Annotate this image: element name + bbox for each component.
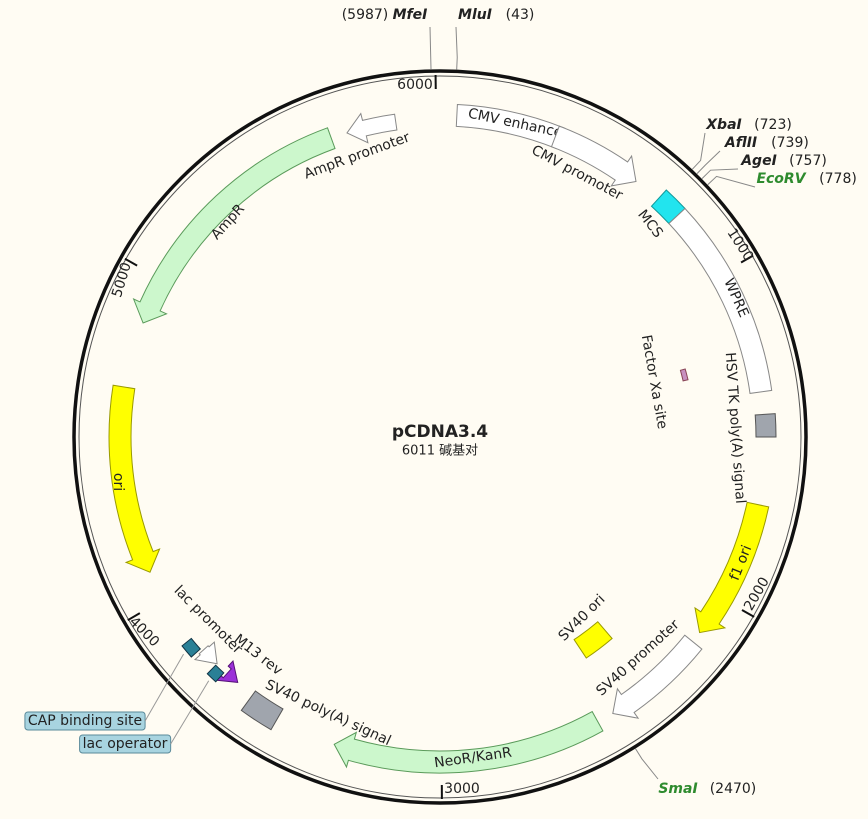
tick-label: 6000 <box>397 77 433 93</box>
feature-callout-label: lac operator <box>83 736 168 752</box>
feature-hsv-tk-poly-a-signal <box>755 414 776 437</box>
feature-wpre <box>669 209 772 394</box>
site-name: AflII <box>724 135 757 151</box>
site-name: EcoRV <box>756 171 806 187</box>
tick-label: 5000 <box>109 261 135 300</box>
site-position: (2470) <box>710 781 757 797</box>
feature-label: Factor Xa site <box>638 334 670 431</box>
site-position: (739) <box>771 135 809 151</box>
feature-cap-binding-site <box>182 638 200 657</box>
feature-label: SV40 poly(A) signal <box>263 677 394 749</box>
feature-label: HSV TK poly(A) signal <box>722 352 749 504</box>
feature-label: CMV enhancer <box>467 106 570 143</box>
site-position: (5987) <box>342 7 389 23</box>
plasmid-size: 6011 碱基对 <box>402 444 478 459</box>
site-leader <box>456 27 457 69</box>
tick-label: 2000 <box>741 575 773 614</box>
site-leader <box>636 749 658 779</box>
feature-callout-label: CAP binding site <box>28 713 142 729</box>
plasmid-name: pCDNA3.4 <box>392 422 488 442</box>
site-position: (778) <box>819 171 857 187</box>
site-name: XbaI <box>705 117 741 133</box>
feature-factor-xa-site <box>680 369 688 381</box>
feature-label: ori <box>110 473 126 491</box>
site-name: AgeI <box>740 153 777 169</box>
site-position: (723) <box>754 117 792 133</box>
site-leader <box>708 176 755 187</box>
site-leader <box>430 27 431 69</box>
tick-label: 3000 <box>444 781 480 797</box>
site-position: (43) <box>506 7 535 23</box>
site-name: MfeI <box>393 7 428 23</box>
feature-lac-promoter <box>195 642 217 664</box>
site-position: (757) <box>789 153 827 169</box>
site-name: SmaI <box>658 781 697 797</box>
site-name: MluI <box>458 7 492 23</box>
site-leader <box>692 133 705 169</box>
